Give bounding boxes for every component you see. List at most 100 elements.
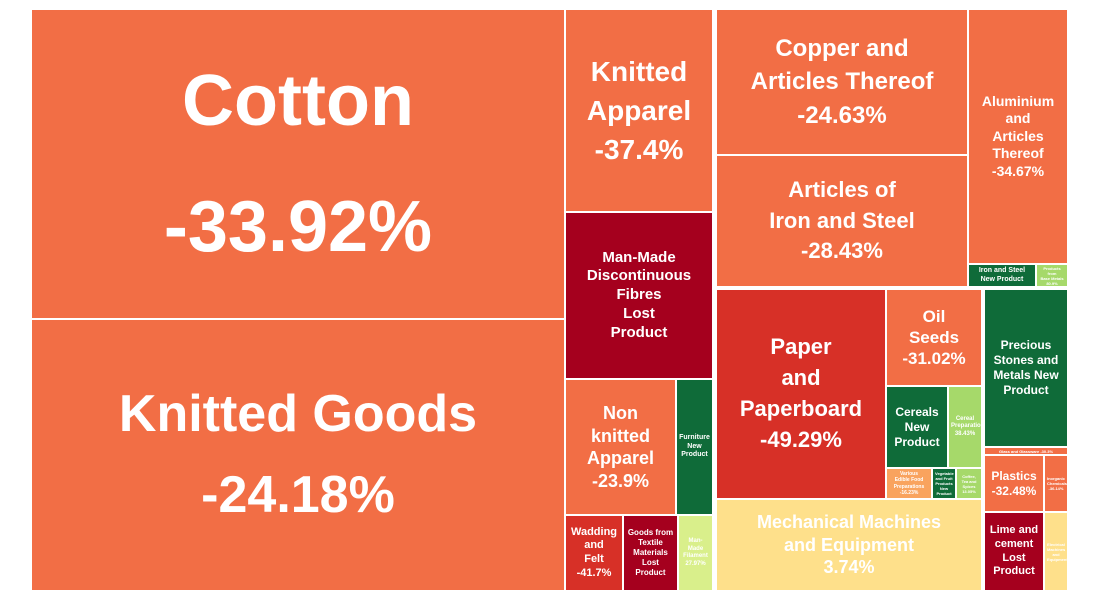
tile-aluminium-and-articles-thereof[interactable]: Aluminium and Articles Thereof -34.67%	[968, 9, 1068, 264]
tile-various-edible-food-preparations[interactable]: Various Edible Food Preparations -16.23%	[886, 468, 932, 499]
tile-label: Oil Seeds -31.02%	[887, 304, 981, 372]
tile-label: Electrical Machines and Equipment	[1045, 540, 1067, 564]
tile-label: Cereals New Product	[887, 403, 947, 452]
tile-name: Man-Made Discontinuous Fibres Lost Product	[586, 248, 692, 341]
tile-oil-seeds[interactable]: Oil Seeds -31.02%	[886, 289, 982, 386]
tile-value: 13.05%	[962, 488, 976, 494]
tile-products-from-base-metals[interactable]: Products from Base Metals 80.9%	[1036, 264, 1068, 287]
tile-label: Plastics -32.48%	[985, 467, 1043, 501]
tile-value: 80.9%	[1046, 280, 1058, 286]
tile-value: -34.67%	[991, 162, 1045, 179]
tile-label: Wadding and Felt -41.7%	[566, 524, 622, 583]
tile-label: Various Edible Food Preparations -16.23%	[887, 469, 931, 498]
tile-value: -23.9%	[591, 470, 650, 491]
tile-name: Products from Base Metals	[1040, 265, 1064, 281]
tile-label: Aluminium and Articles Thereof -34.67%	[969, 91, 1067, 183]
tile-value: -24.63%	[797, 101, 887, 129]
tile-coffee-tea-and-spices[interactable]: Coffee, Tea and Spices 13.05%	[956, 468, 982, 499]
tile-inorganic-chemicals[interactable]: Inorganic Chemicals -36.14%	[1044, 455, 1068, 512]
tile-label: Cotton -33.92%	[32, 36, 564, 292]
tile-paper-and-paperboard[interactable]: Paper and Paperboard -49.29%	[716, 289, 886, 499]
tile-value: -24.18%	[201, 466, 395, 524]
tile-vegetable-and-fruit-products-new-product[interactable]: Vegetable and Fruit Products New Product	[932, 468, 956, 499]
tile-value: 27.97%	[685, 560, 706, 567]
tile-name: Knitted Apparel	[586, 55, 692, 126]
tile-label: Coffee, Tea and Spices 13.05%	[957, 472, 981, 496]
tile-plastics[interactable]: Plastics -32.48%	[984, 455, 1044, 512]
tile-value: -28.43%	[801, 238, 883, 264]
tile-name: Cereals New Product	[894, 404, 940, 449]
tile-name: Vegetable and Fruit Products New Product	[935, 471, 954, 496]
tile-furniture-new-product[interactable]: Furniture New Product	[676, 379, 713, 515]
tile-label: Knitted Goods -24.18%	[32, 372, 564, 537]
tile-name: Furniture New Product	[679, 433, 710, 459]
tile-name: Aluminium and Articles Thereof	[981, 92, 1055, 162]
tile-knitted-apparel[interactable]: Knitted Apparel -37.4%	[565, 9, 713, 212]
tile-name: Electrical Machines and Equipment	[1047, 541, 1068, 562]
tile-label: Goods from Textile Materials Lost Product	[624, 526, 677, 580]
tile-label: Articles of Iron and Steel -28.43%	[717, 173, 967, 269]
tile-man-made-filament[interactable]: Man-Made Filament 27.97%	[678, 515, 713, 591]
tile-glass-and-glassware[interactable]: Glass and Glassware -30.3%	[984, 447, 1068, 455]
tile-value: -41.7%	[576, 566, 612, 579]
tile-copper-and-articles-thereof[interactable]: Copper and Articles Thereof -24.63%	[716, 9, 968, 155]
tile-label: Inorganic Chemicals -36.14%	[1045, 474, 1067, 493]
tile-label: Paper and Paperboard -49.29%	[717, 330, 885, 457]
tile-name: Cotton	[182, 61, 414, 141]
tile-lime-and-cement-lost-product[interactable]: Lime and cement Lost Product	[984, 512, 1044, 591]
tile-value: -16.23%	[899, 489, 919, 496]
tile-iron-and-steel-new-product[interactable]: Iron and Steel New Product	[968, 264, 1036, 287]
tile-value: -33.92%	[163, 187, 433, 267]
tile-label: Non knitted Apparel -23.9%	[566, 400, 675, 494]
tile-cotton[interactable]: Cotton -33.92%	[31, 9, 565, 319]
tile-wadding-and-felt[interactable]: Wadding and Felt -41.7%	[565, 515, 623, 591]
tile-mechanical-machines-and-equipment[interactable]: Mechanical Machines and Equipment 3.74%	[716, 499, 982, 591]
tile-name: Lime and cement Lost Product	[989, 524, 1039, 578]
tile-name: Man-Made Filament	[683, 538, 708, 559]
tile-name: Precious Stones and Metals New Product	[993, 338, 1059, 397]
tile-label: Vegetable and Fruit Products New Product	[933, 469, 955, 498]
tile-name: Various Edible Food Preparations	[893, 471, 925, 490]
tile-label: Man-Made Discontinuous Fibres Lost Product	[566, 247, 712, 345]
tile-label: Lime and cement Lost Product	[985, 522, 1043, 581]
tile-name: Iron and Steel New Product	[978, 266, 1026, 283]
tile-label: Copper and Articles Thereof -24.63%	[717, 30, 967, 135]
tile-value: -31.02%	[902, 349, 966, 369]
tile-value: -49.29%	[760, 426, 842, 452]
tile-label: Iron and Steel New Product	[969, 265, 1035, 286]
tile-label: Man-Made Filament 27.97%	[679, 536, 712, 570]
tile-name: Plastics	[991, 468, 1037, 483]
tile-value: -37.4%	[594, 134, 684, 166]
tile-name: Goods from Textile Materials Lost Product	[627, 528, 674, 577]
tile-name: Oil Seeds	[908, 306, 960, 347]
tile-name: CerealPreparations	[951, 415, 981, 430]
tile-name: Wadding and Felt	[570, 525, 618, 566]
tile-name: Glass and Glassware	[998, 448, 1040, 454]
tile-non-knitted-apparel[interactable]: Non knitted Apparel -23.9%	[565, 379, 676, 515]
tile-electrical-machines-and-equipment[interactable]: Electrical Machines and Equipment	[1044, 512, 1068, 591]
tile-label: Furniture New Product	[677, 432, 712, 462]
tile-label: Products from Base Metals 80.9%	[1037, 265, 1067, 286]
tile-value: -36.14%	[1048, 486, 1064, 491]
tile-cereal-preparations[interactable]: CerealPreparations38.43%	[948, 386, 982, 468]
tile-name: Articles of Iron and Steel	[769, 176, 915, 233]
tile-value: 38.43%	[954, 430, 976, 437]
tile-knitted-goods[interactable]: Knitted Goods -24.18%	[31, 319, 565, 591]
tile-precious-stones-and-metals-new-product[interactable]: Precious Stones and Metals New Product	[984, 289, 1068, 447]
tile-name: Copper and Articles Thereof	[750, 34, 934, 96]
tile-name: Coffee, Tea and Spices	[961, 473, 977, 489]
tile-name: Non knitted Apparel	[586, 403, 655, 468]
tile-goods-from-textile-materials-lost-product[interactable]: Goods from Textile Materials Lost Product	[623, 515, 678, 591]
tile-label: CerealPreparations38.43%	[949, 414, 981, 441]
tile-label: Knitted Apparel -37.4%	[566, 50, 712, 172]
tile-name: Paper and Paperboard	[739, 334, 863, 421]
tile-name: Inorganic Chemicals	[1047, 476, 1068, 486]
tile-value: 3.74%	[823, 557, 875, 578]
tile-articles-of-iron-and-steel[interactable]: Articles of Iron and Steel -28.43%	[716, 155, 968, 287]
tile-label: Precious Stones and Metals New Product	[985, 336, 1067, 400]
tile-man-made-discontinuous-fibres-lost-product[interactable]: Man-Made Discontinuous Fibres Lost Product	[565, 212, 713, 379]
tile-name: Mechanical Machines and Equipment	[756, 512, 942, 555]
tile-value: -32.48%	[991, 483, 1037, 498]
tile-cereals-new-product[interactable]: Cereals New Product	[886, 386, 948, 468]
